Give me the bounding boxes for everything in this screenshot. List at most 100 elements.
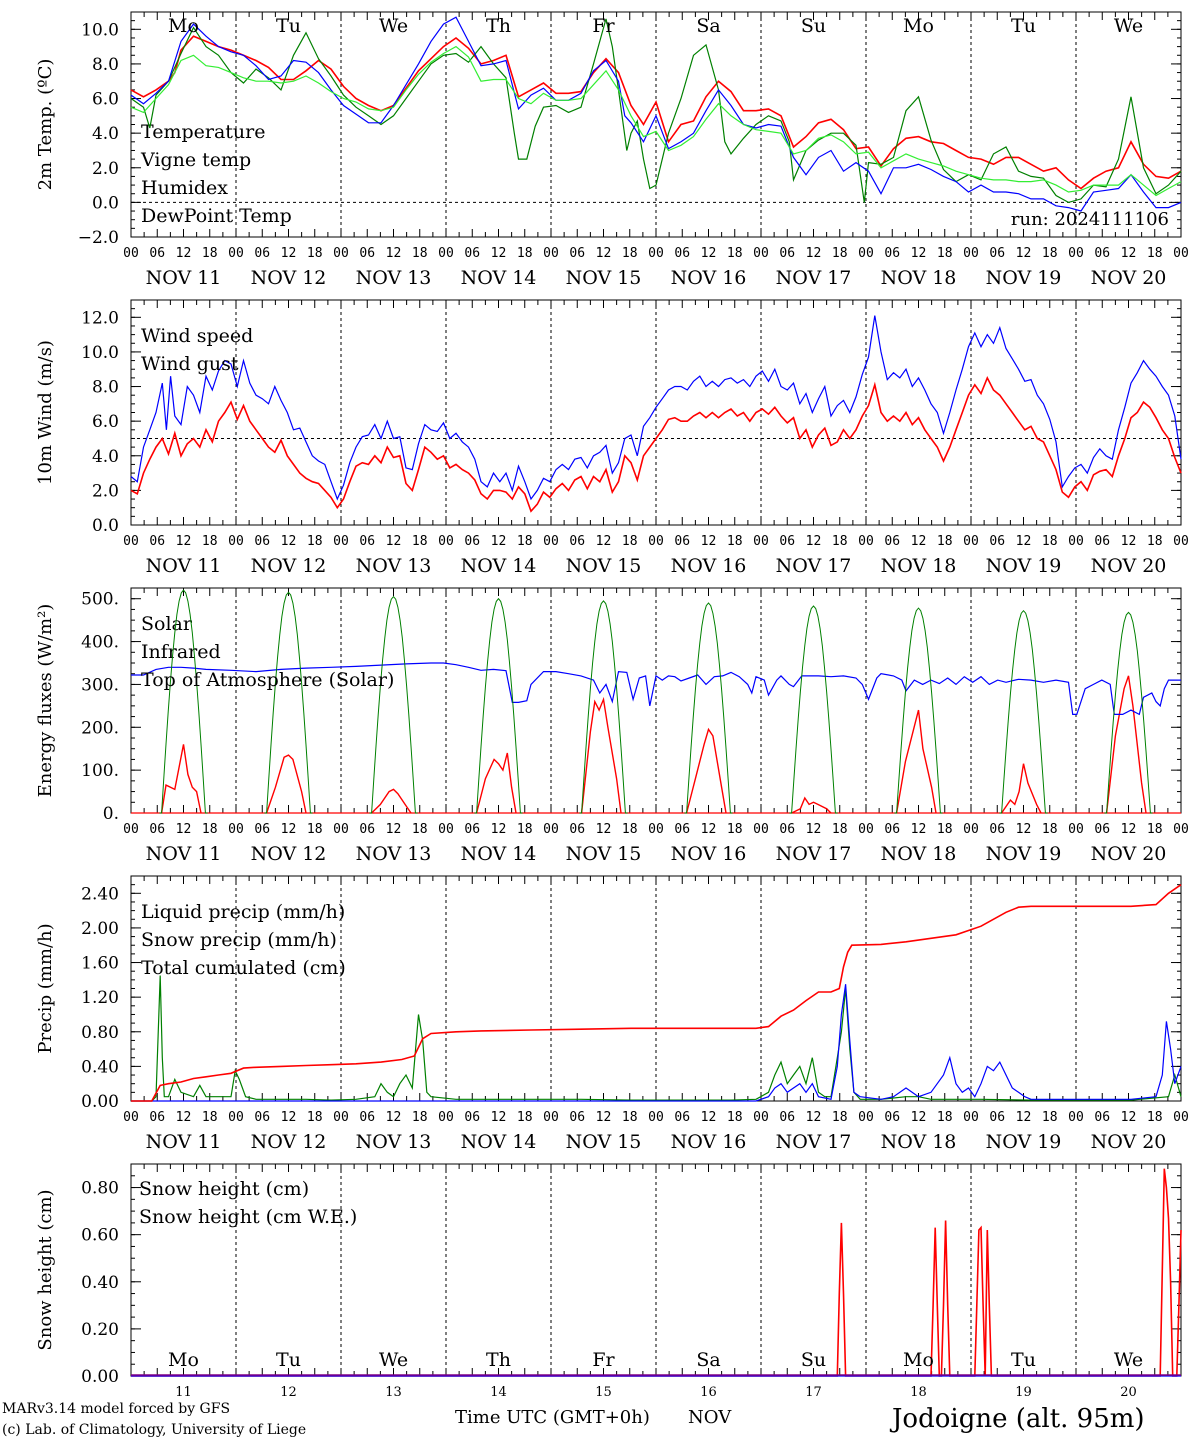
hour-tick-label: 06 [674,822,690,837]
hour-tick-label: 18 [412,1110,428,1125]
hour-tick-label: 00 [333,246,349,261]
hour-tick-label: 12 [176,534,192,549]
legend-entry: Total cumulated (cm) [141,957,346,979]
legend-entry: Wind gust [141,353,239,375]
time-axis-label: Time UTC (GMT+0h) [455,1407,650,1428]
day-number-label: 18 [910,1385,927,1400]
day-number-label: 14 [490,1385,507,1400]
legend-entry: Solar [141,613,193,635]
hour-tick-label: 00 [1173,822,1189,837]
hour-tick-label: 06 [1094,534,1110,549]
hour-tick-label: 12 [806,1110,822,1125]
hour-tick-label: 18 [1147,822,1163,837]
y-tick-label: 2.40 [81,884,119,904]
hour-tick-label: 06 [1094,822,1110,837]
y-tick-label: 0.00 [81,1367,119,1387]
hour-tick-label: 00 [753,822,769,837]
hour-tick-label: 12 [176,822,192,837]
date-label: NOV 19 [986,1131,1062,1153]
hour-tick-label: 12 [701,1110,717,1125]
weekday-label: Mo [168,1349,199,1371]
date-label: NOV 13 [356,555,432,577]
hour-tick-label: 00 [228,822,244,837]
chart-panel-5: 0.00 0.20 0.40 0.60 0.80 Snow height (cm) Snow… [35,1163,1182,1400]
series-line [1105,675,1147,814]
date-label: NOV 20 [1091,555,1167,577]
date-label: NOV 13 [356,843,432,865]
hour-tick-label: 00 [753,1110,769,1125]
series-line [130,16,1182,212]
hour-tick-label: 12 [1121,534,1137,549]
hour-tick-label: 12 [596,534,612,549]
series-line [1001,763,1042,814]
hour-tick-label: 06 [359,1110,375,1125]
date-label: NOV 11 [146,555,222,577]
legend-entry: DewPoint Temp [141,205,292,227]
weekday-label: Tu [276,15,301,37]
weekday-label: We [379,15,408,37]
hour-tick-label: 06 [569,1110,585,1125]
y-tick-label: 100. [81,761,119,781]
hour-tick-label: 18 [412,246,428,261]
date-label: NOV 20 [1091,1131,1167,1153]
date-label: NOV 12 [251,267,327,289]
hour-tick-label: 06 [464,246,480,261]
hour-tick-label: 12 [176,246,192,261]
hour-tick-label: 00 [123,822,139,837]
hour-tick-label: 12 [1121,1110,1137,1125]
legend-entry: Snow precip (mm/h) [141,929,337,951]
hour-tick-label: 00 [858,1110,874,1125]
series-line [160,744,202,814]
hour-tick-label: 18 [202,246,218,261]
hour-tick-label: 06 [1094,246,1110,261]
chart-panel-1: −2.0 0.0 2.0 4.0 6.0 8.0 10.0 2m Temp. (ºC) 00 06… [35,11,1189,289]
hour-tick-label: 12 [1016,822,1032,837]
hour-tick-label: 18 [1042,534,1058,549]
hour-tick-label: 06 [884,246,900,261]
day-number-label: 16 [700,1385,717,1400]
hour-tick-label: 12 [386,534,402,549]
day-number-label: 11 [175,1385,192,1400]
day-number-label: 12 [280,1385,297,1400]
hour-tick-label: 06 [569,534,585,549]
hour-tick-label: 18 [307,246,323,261]
hour-tick-label: 18 [937,822,953,837]
hour-tick-label: 06 [884,1110,900,1125]
hour-tick-label: 06 [464,822,480,837]
hour-tick-label: 12 [281,534,297,549]
y-tick-label: −2.0 [78,228,119,248]
weekday-label: Mo [168,15,199,37]
series-line [264,591,313,814]
date-label: NOV 12 [251,555,327,577]
hour-tick-label: 00 [543,1110,559,1125]
chart-footer: MARv3.14 model forced by GFS (c) Lab. of… [2,1401,1145,1438]
hour-tick-label: 00 [123,246,139,261]
y-tick-label: 1.60 [81,954,119,974]
date-label: NOV 18 [881,1131,957,1153]
date-label: NOV 11 [146,1131,222,1153]
date-label: NOV 14 [461,843,537,865]
hour-tick-label: 18 [832,1110,848,1125]
y-tick-label: 10.0 [81,20,119,40]
hour-tick-label: 12 [1016,534,1032,549]
hour-tick-label: 06 [149,534,165,549]
hour-tick-label: 00 [438,822,454,837]
day-number-label: 15 [595,1385,612,1400]
panel-frame [130,299,1182,526]
date-label: NOV 20 [1091,267,1167,289]
day-number-label: 13 [385,1385,402,1400]
hour-tick-label: 06 [884,534,900,549]
y-tick-label: 0.60 [81,1226,119,1246]
date-label: NOV 12 [251,843,327,865]
hour-tick-label: 06 [1094,1110,1110,1125]
date-label: NOV 12 [251,1131,327,1153]
hour-tick-label: 18 [727,534,743,549]
day-number-label: 17 [805,1385,822,1400]
hour-tick-label: 06 [989,1110,1005,1125]
weekday-label: Su [801,1349,826,1371]
series-line [131,662,1181,716]
date-label: NOV 16 [671,843,747,865]
hour-tick-label: 18 [307,822,323,837]
hour-tick-label: 06 [989,246,1005,261]
hour-tick-label: 00 [648,822,664,837]
